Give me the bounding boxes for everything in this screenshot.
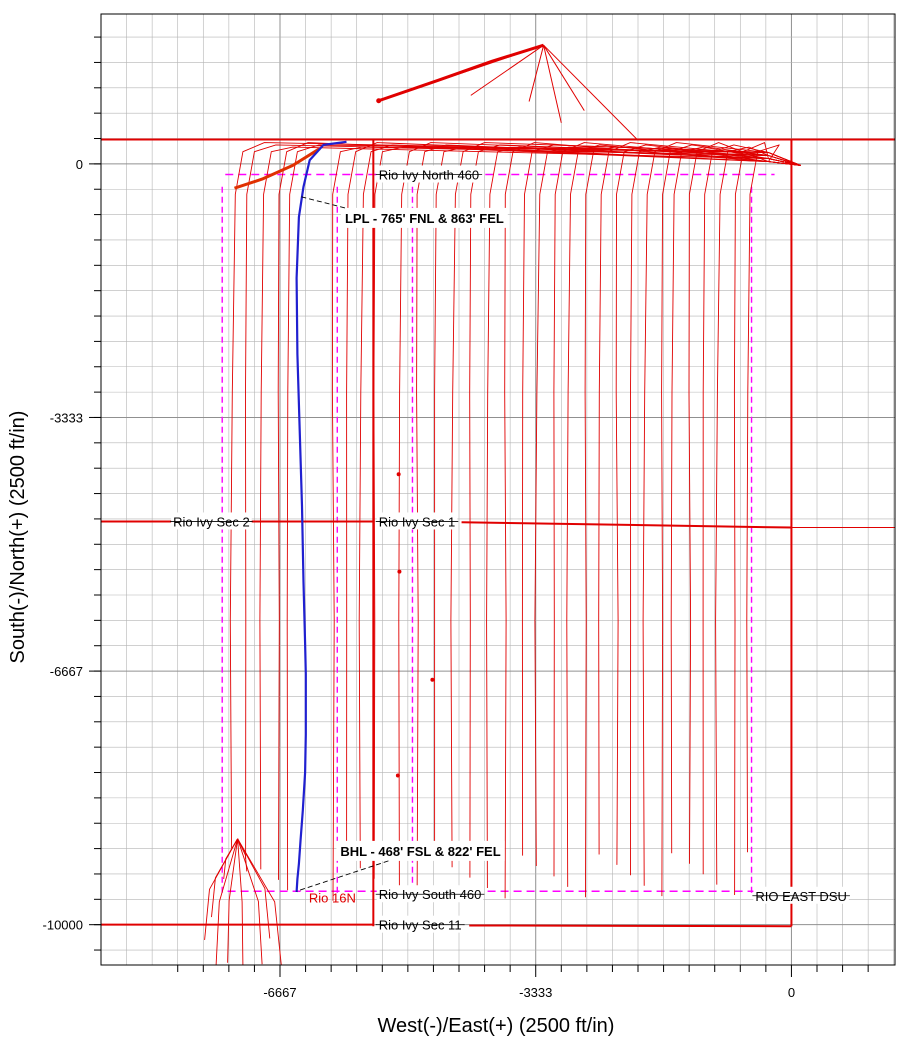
callout-background [336,840,505,861]
map-label: Rio Ivy Sec 11 [379,918,462,933]
offset-well-path [346,142,801,858]
label-background [753,886,849,904]
offset-well-path [746,144,801,853]
map-label: Rio Ivy Sec 1 [379,514,456,529]
label-background [376,915,464,933]
offset-well-path [661,144,801,897]
series-line-rio-16n [295,140,347,893]
offset-well-path [237,838,271,939]
y-axis-title: South(-)/North(+) (2500 ft/in) [7,411,29,664]
offset-well-marker [396,472,401,477]
x-axis-title: West(-)/East(+) (2500 ft/in) [378,1015,615,1037]
offset-well-path [543,44,639,141]
y-tick-label: 0 [76,157,83,172]
y-tick-label: -3333 [50,410,83,425]
offset-well-path [688,142,801,864]
callout-background [340,207,508,228]
offset-well-path [259,146,801,870]
label-background [171,512,252,530]
offset-well-path [543,44,585,111]
offset-well-path [245,144,801,860]
map-label: Rio Ivy South 460 [379,887,482,902]
callout-leader [300,196,346,209]
offset-well-path [215,838,239,966]
offset-well-path [733,142,801,896]
offset-well-path [211,838,238,918]
section-line [461,521,792,529]
grid-lines [100,14,895,965]
offset-well-path [234,147,321,190]
offset-well-marker [395,773,400,778]
offset-well-path [521,144,801,856]
offset-well-path [553,142,801,877]
offset-well-path [470,44,544,96]
x-tick-label: -3333 [519,985,552,1000]
offset-well-path [566,144,801,887]
offset-well-path [237,838,248,872]
map-label: Rio Ivy Sec 2 [173,514,250,529]
offset-well-path [702,144,801,875]
callout-label: LPL - 765' FNL & 863' FEL [345,211,504,226]
lease-boundary-lines [101,138,895,928]
x-tick-label: 0 [788,985,795,1000]
offset-well-marker [376,98,382,104]
offset-well-marker [397,569,402,574]
offset-well-path [450,142,801,868]
plan-well-path [295,140,347,893]
offset-well-path [642,142,801,886]
offset-well-path [528,45,545,102]
offset-well-path [331,146,801,901]
callout-label: BHL - 468' FSL & 822' FEL [340,844,500,859]
offset-well-marker [430,677,435,682]
offset-well-path [227,838,239,963]
offset-well-path [534,146,801,867]
offset-well-path [504,142,801,899]
offset-well-path [237,838,263,965]
y-tick-label: -10000 [43,918,83,933]
offset-well-path [378,43,545,103]
well-name-label: Rio 16N [309,890,356,905]
offset-well-path [237,838,244,966]
offset-well-path [237,838,282,966]
offset-well-path [715,146,801,885]
label-background [376,885,484,903]
map-label: Rio Ivy North 460 [379,168,479,183]
section-line [469,924,792,928]
offset-well-path [543,45,562,123]
map-label: RIO EAST DSU [755,889,847,904]
label-background [376,165,482,183]
offset-well-path [630,146,801,876]
offset-well-path [615,144,801,865]
map-labels: Rio Ivy North 460 Rio Ivy Sec 2 Rio Ivy Se… [170,165,850,933]
plot-frame [100,13,896,966]
y-tick-label: -6667 [50,664,83,679]
offset-well-path [670,146,801,854]
offset-well-path [229,142,801,849]
offset-well-path [286,144,801,891]
offset-well-paths [204,43,801,966]
x-tick-label: -6667 [263,985,296,1000]
offset-well-path [598,142,801,855]
plot-border [100,13,896,966]
callout-leader [296,860,389,892]
axis-ticks: -6667 -3333 0 0 -3333 -6667 -10000 [43,36,869,1000]
label-background [376,512,458,530]
